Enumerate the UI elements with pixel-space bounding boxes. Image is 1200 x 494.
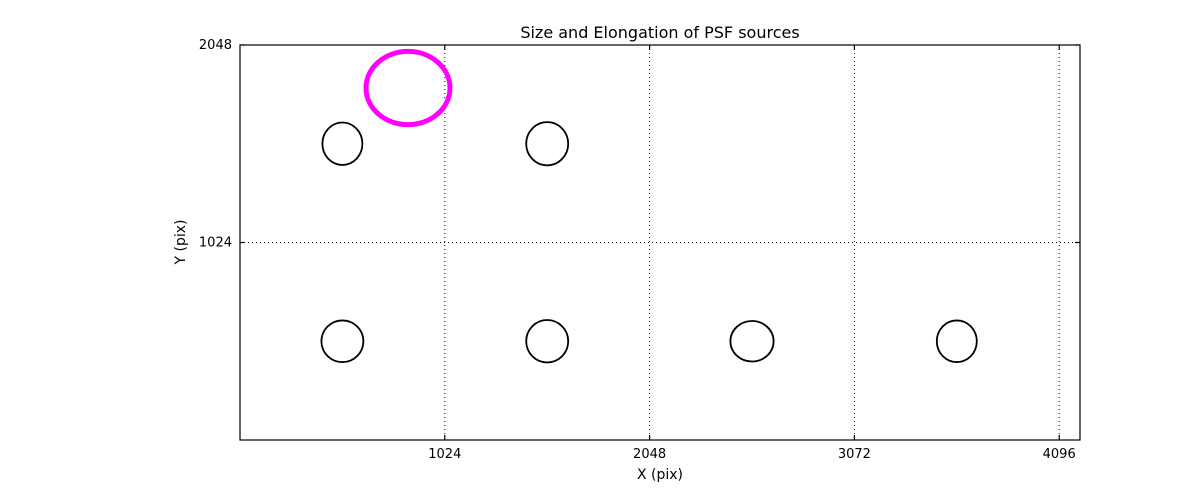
x-tick-label: 2048 (633, 447, 666, 462)
x-tick-label: 4096 (1043, 447, 1076, 462)
y-tick-label: 1024 (199, 236, 232, 251)
psf-ellipse (729, 320, 775, 363)
y-tick-label: 2048 (199, 38, 232, 53)
x-tick-label: 3072 (838, 447, 871, 462)
psf-ellipse (363, 48, 453, 128)
psf-ellipses (320, 48, 978, 364)
y-axis-label: Y (pix) (173, 220, 189, 266)
psf-ellipse (320, 319, 365, 363)
x-tick-label: 1024 (428, 447, 461, 462)
axis-ticks (240, 44, 1080, 440)
plot-title: Size and Elongation of PSF sources (520, 23, 799, 42)
axis-tick-labels: 1024 2048 3072 4096 1024 2048 (199, 38, 1076, 462)
psf-ellipse (935, 319, 978, 363)
psf-ellipse (321, 121, 364, 166)
gridlines (240, 44, 1080, 440)
x-axis-label: X (pix) (637, 467, 683, 483)
psf-ellipse (525, 121, 570, 167)
psf-ellipse (525, 319, 570, 364)
